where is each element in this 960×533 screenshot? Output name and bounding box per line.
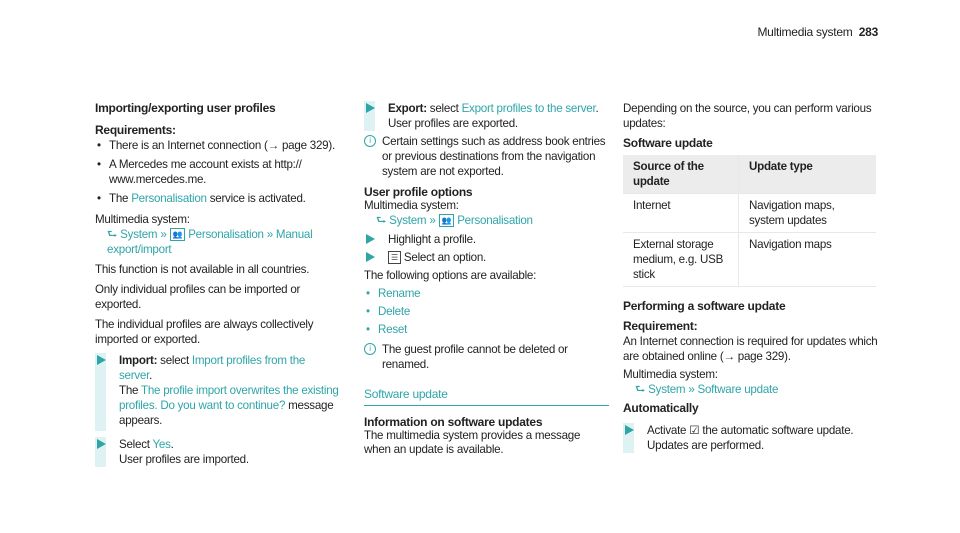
info-icon: i xyxy=(364,343,376,355)
path-arrow-icon: ⮑ xyxy=(376,214,387,227)
paragraph: Only individual profiles can be imported… xyxy=(95,283,301,311)
heading-user-profile-options: User profile options xyxy=(364,185,473,199)
column-3: Depending on the source, you can perform… xyxy=(623,101,878,453)
checkbox-checked-icon[interactable]: ☑ xyxy=(689,424,700,437)
section-title: Multimedia system xyxy=(757,25,853,39)
table-row: External storage medium, e.g. USB stick N… xyxy=(623,232,876,287)
double-chevron-icon: » xyxy=(160,228,167,241)
paragraph: The multimedia system provides a message… xyxy=(364,429,581,456)
section-software-update: Software update xyxy=(364,387,609,406)
double-chevron-icon: » xyxy=(688,383,695,396)
step-arrow-icon xyxy=(366,103,375,113)
step-activate: Activate ☑ the automatic software update… xyxy=(623,423,878,453)
list-item: There is an Internet connection (→ page … xyxy=(95,138,340,153)
paragraph: An Internet connection is required for u… xyxy=(623,335,878,363)
page-number: 283 xyxy=(858,25,879,39)
heading-performing-update: Performing a software update xyxy=(623,299,786,313)
table-title: Software update xyxy=(623,136,713,150)
heading-automatically: Automatically xyxy=(623,401,699,415)
menu-path-label: Multimedia system: xyxy=(364,199,459,212)
step-select-yes: Select Yes. User profiles are imported. xyxy=(95,437,340,467)
list-item: The Personalisation service is activated… xyxy=(95,191,340,206)
heading-import-export: Importing/exporting user profiles xyxy=(95,101,276,115)
requirements-label: Requirements: xyxy=(95,123,176,137)
list-item: A Mercedes me account exists at http:// … xyxy=(95,157,340,187)
step-arrow-icon xyxy=(366,252,375,262)
menu-path: ⮑ System » 👥 Personalisation » Manual ex… xyxy=(107,228,313,256)
menu-path-label: Multimedia system: xyxy=(95,213,190,226)
menu-path: ⮑ System » 👥 Personalisation xyxy=(376,214,533,228)
personalisation-icon: 👥 xyxy=(438,214,455,228)
paragraph: The following options are available: xyxy=(364,269,537,282)
step-arrow-icon xyxy=(97,439,106,449)
option-rename[interactable]: Rename xyxy=(364,286,609,301)
options-menu-icon: ☰ xyxy=(388,251,401,265)
info-icon: i xyxy=(364,135,376,147)
paragraph: This function is not available in all co… xyxy=(95,263,310,276)
page-header: Multimedia system 283 xyxy=(757,25,878,40)
paragraph: The individual profiles are always colle… xyxy=(95,318,314,346)
menu-path: ⮑ System » Software update xyxy=(635,383,779,396)
column-2: Export: select Export profiles to the se… xyxy=(364,101,609,457)
step-select-option: ☰ Select an option. xyxy=(364,250,609,265)
option-export-profiles[interactable]: Export profiles to the server xyxy=(461,102,596,115)
link-personalisation[interactable]: Personalisation xyxy=(131,192,207,205)
update-table: Source of the update Update type Internet… xyxy=(623,155,876,287)
personalisation-icon: 👥 xyxy=(169,228,186,242)
step-export: Export: select Export profiles to the se… xyxy=(364,101,609,131)
option-yes[interactable]: Yes xyxy=(152,438,171,451)
option-import-profiles[interactable]: Import profiles from the server xyxy=(119,354,306,382)
double-chevron-icon: » xyxy=(429,214,436,227)
path-arrow-icon: ⮑ xyxy=(635,383,646,396)
step-highlight: Highlight a profile. xyxy=(364,232,609,247)
requirement-label: Requirement: xyxy=(623,319,698,333)
step-arrow-icon xyxy=(366,234,375,244)
paragraph: Depending on the source, you can perform… xyxy=(623,102,872,130)
step-arrow-icon xyxy=(97,355,106,365)
option-reset[interactable]: Reset xyxy=(364,322,609,337)
column-1: Importing/exporting user profiles Requir… xyxy=(95,101,340,467)
double-chevron-icon: » xyxy=(266,228,273,241)
message-text: The profile import overwrites the existi… xyxy=(119,384,339,412)
table-row: Internet Navigation maps, system updates xyxy=(623,193,876,233)
info-note: i Certain settings such as address book e… xyxy=(364,134,609,179)
table-header-row: Source of the update Update type xyxy=(623,155,876,194)
option-delete[interactable]: Delete xyxy=(364,304,609,319)
menu-path-label: Multimedia system: xyxy=(623,368,718,381)
step-import: Import: select Import profiles from the … xyxy=(95,353,340,431)
info-note: i The guest profile cannot be deleted or … xyxy=(364,342,609,372)
path-arrow-icon: ⮑ xyxy=(107,228,118,241)
heading-information: Information on software updates xyxy=(364,415,543,429)
step-arrow-icon xyxy=(625,425,634,435)
